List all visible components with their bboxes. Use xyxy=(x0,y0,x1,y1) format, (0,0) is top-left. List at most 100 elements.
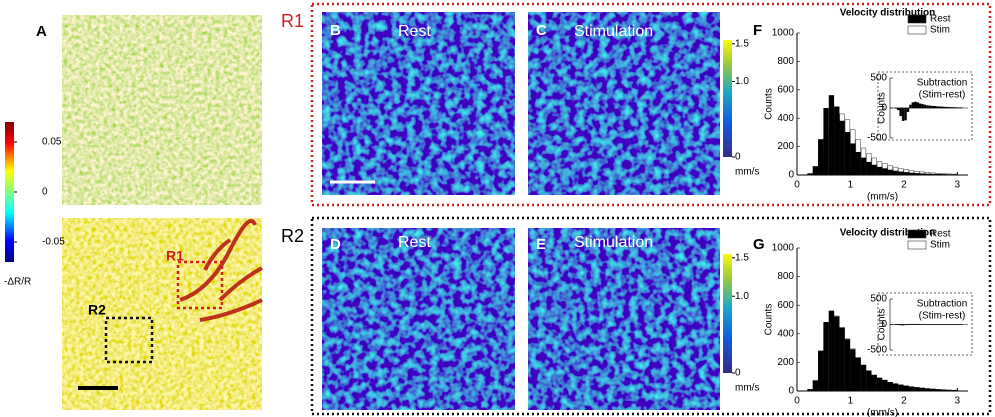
colorbar-tick-label: -0.05 xyxy=(42,237,65,248)
image-title: Stimulation xyxy=(574,234,653,251)
legend-swatch xyxy=(907,229,927,239)
bar xyxy=(887,169,893,176)
bar xyxy=(887,382,893,392)
bar xyxy=(850,143,856,176)
bar xyxy=(926,105,929,109)
image-c xyxy=(528,12,720,195)
x-tick-label: 1 xyxy=(848,396,854,407)
y-tick-label: 1000 xyxy=(772,28,795,39)
x-tick-label: 0 xyxy=(794,396,800,407)
bar xyxy=(928,105,932,109)
bar xyxy=(918,103,922,109)
image-b xyxy=(322,12,515,195)
colorbar-tick-label: 0 xyxy=(42,187,48,198)
region-label: R1 xyxy=(281,11,304,31)
bar xyxy=(876,166,883,176)
bar xyxy=(908,386,915,392)
panel-label: D xyxy=(330,236,341,253)
roi-r2 xyxy=(104,316,154,364)
bar xyxy=(834,106,840,176)
bar xyxy=(909,104,912,109)
bar xyxy=(876,377,883,392)
colorbar xyxy=(5,122,14,262)
y-tick-label: 200 xyxy=(777,141,794,152)
bar xyxy=(860,157,867,176)
bar xyxy=(812,380,819,392)
colorbar-tick-label: 0 xyxy=(735,152,741,163)
bar xyxy=(839,327,845,392)
x-tick-label: 1 xyxy=(848,180,854,191)
inset-subtitle: (Stim-rest) xyxy=(919,311,966,322)
bar xyxy=(839,120,845,176)
y-tick-label: 800 xyxy=(777,56,794,67)
y-tick-label: 500 xyxy=(870,73,887,84)
y-tick-label: 600 xyxy=(777,300,794,311)
legend-label: Rest xyxy=(930,229,951,240)
x-axis-label: (mm/s) xyxy=(867,192,898,203)
y-tick-label: 0 xyxy=(881,103,887,114)
bar xyxy=(855,357,861,392)
frame-r2 xyxy=(310,216,992,416)
bar xyxy=(904,107,907,121)
y-tick-label: 800 xyxy=(777,271,794,282)
panel-label: C xyxy=(536,22,547,39)
chart-title: Velocity distribution xyxy=(840,228,936,239)
bar xyxy=(850,349,856,392)
bar xyxy=(871,374,877,392)
bar xyxy=(812,166,819,176)
x-axis-label: (mm/s) xyxy=(867,408,898,417)
bar xyxy=(911,102,915,109)
bar xyxy=(903,385,909,392)
legend-swatch xyxy=(907,25,927,35)
y-tick-label: 400 xyxy=(777,328,794,339)
panel-label: B xyxy=(330,22,341,39)
bar xyxy=(828,95,835,176)
y-axis-label: Counts xyxy=(764,304,775,336)
legend-label: Stim xyxy=(930,25,950,36)
bar xyxy=(823,107,829,176)
legend-label: Rest xyxy=(930,14,951,25)
legend-label: Stim xyxy=(930,240,950,251)
colorbar-tick-label: 1.5 xyxy=(735,252,749,263)
panel-label: G xyxy=(753,236,765,253)
roi-label: R2 xyxy=(88,302,106,318)
bar xyxy=(882,379,888,392)
y-axis-label: Counts xyxy=(764,88,775,120)
colorbar xyxy=(723,254,732,373)
y-tick-label: 200 xyxy=(777,357,794,368)
colorbar-tick-label: 1.5 xyxy=(735,38,749,49)
colorbar-tick-label: 0.05 xyxy=(42,137,62,148)
image-d xyxy=(322,228,515,410)
colorbar-label: mm/s xyxy=(735,167,759,178)
x-tick-label: 3 xyxy=(955,396,961,407)
bar xyxy=(844,339,851,392)
y-tick-label: 1000 xyxy=(772,243,795,254)
inset-title: Subtraction xyxy=(917,299,968,310)
bar xyxy=(892,383,899,392)
region-label: R2 xyxy=(281,226,304,246)
colorbar-tick-label: 0 xyxy=(735,368,741,379)
bar xyxy=(921,104,924,109)
x-tick-label: 3 xyxy=(955,180,961,191)
inset-subtitle: (Stim-rest) xyxy=(919,90,966,101)
image-title: Rest xyxy=(398,23,431,40)
bar xyxy=(866,161,872,176)
colorbar-label: -ΔR/R xyxy=(4,277,31,288)
image-title: Stimulation xyxy=(574,23,653,40)
bar xyxy=(860,364,867,392)
y-tick-label: 0 xyxy=(881,319,887,330)
inset-y-label: Counts xyxy=(877,309,888,341)
roi-label: R1 xyxy=(166,248,184,264)
y-tick-label: -500 xyxy=(867,133,887,144)
bar xyxy=(871,164,877,176)
bar xyxy=(855,151,861,176)
bar xyxy=(914,101,917,109)
x-tick-label: 0 xyxy=(794,180,800,191)
bar xyxy=(906,107,910,112)
image-title: Rest xyxy=(398,234,431,251)
legend-swatch xyxy=(907,14,927,24)
bar xyxy=(899,107,902,117)
legend-swatch xyxy=(907,240,927,250)
bar xyxy=(898,384,904,392)
